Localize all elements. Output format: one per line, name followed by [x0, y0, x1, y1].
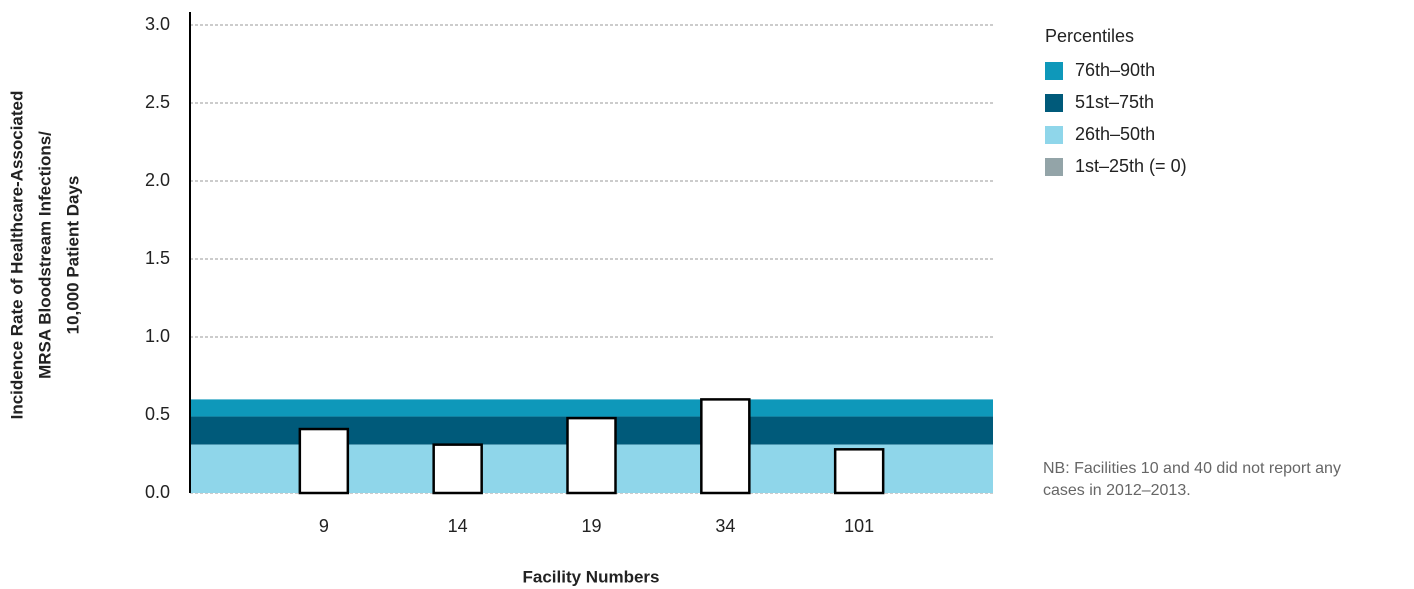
x-tick-label: 19	[581, 516, 601, 536]
bar	[566, 416, 617, 495]
x-tick-label: 9	[319, 516, 329, 536]
legend-swatch	[1045, 158, 1063, 176]
legend-title: Percentiles	[1045, 26, 1134, 46]
x-tick-label: 101	[844, 516, 874, 536]
legend-swatch	[1045, 62, 1063, 80]
x-tick-label: 34	[715, 516, 735, 536]
bar	[432, 443, 483, 495]
legend-swatch	[1045, 126, 1063, 144]
percentile-band	[190, 399, 993, 417]
x-tick-label: 14	[448, 516, 468, 536]
y-tick-label: 1.5	[145, 248, 170, 268]
note: NB: Facilities 10 and 40 did not report …	[1043, 460, 1341, 477]
legend-label: 76th–90th	[1075, 60, 1155, 80]
x-axis-label: Facility Numbers	[523, 567, 660, 586]
bar	[298, 427, 350, 495]
y-tick-label: 3.0	[145, 14, 170, 34]
y-tick-label: 0.5	[145, 404, 170, 424]
bar	[833, 448, 885, 495]
y-tick-label: 0.0	[145, 482, 170, 502]
y-tick-label: 2.0	[145, 170, 170, 190]
y-axis-label: Incidence Rate of Healthcare-Associated	[7, 91, 26, 420]
y-axis-label: MRSA Bloodstream Infections/	[35, 131, 54, 379]
note: cases in 2012–2013.	[1043, 482, 1191, 499]
legend-label: 51st–75th	[1075, 92, 1154, 112]
y-tick-label: 1.0	[145, 326, 170, 346]
legend-swatch	[1045, 94, 1063, 112]
legend-label: 1st–25th (= 0)	[1075, 156, 1187, 176]
y-axis-label: 10,000 Patient Days	[63, 176, 82, 335]
y-tick-label: 2.5	[145, 92, 170, 112]
legend-label: 26th–50th	[1075, 124, 1155, 144]
bar	[700, 398, 751, 495]
